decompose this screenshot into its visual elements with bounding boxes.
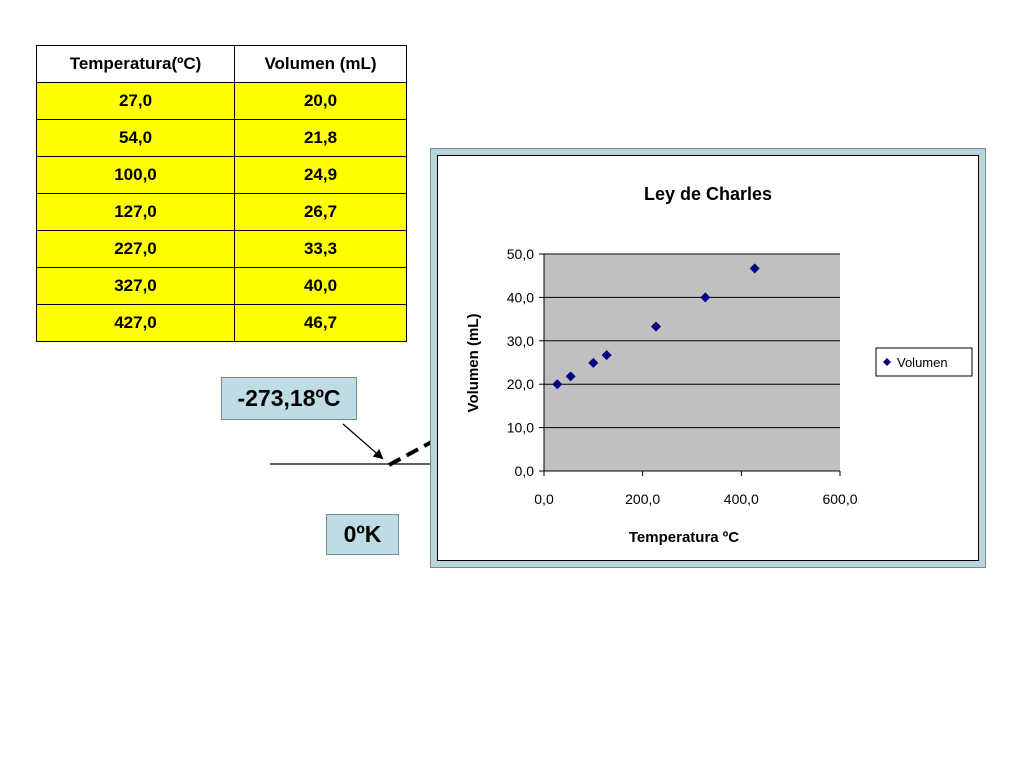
absolute-zero-kelvin-callout: 0ºK [326,514,399,555]
table-cell-volume: 24,9 [234,156,407,194]
table-cell-temperature: 327,0 [36,267,235,305]
table-header-row: Temperatura(ºC) Volumen (mL) [36,45,407,83]
table-row: 427,0 46,7 [36,304,407,342]
column-header-volume: Volumen (mL) [234,45,407,83]
y-tick-label: 0,0 [515,463,535,479]
table-row: 54,0 21,8 [36,119,407,157]
callout-arrow [342,423,384,460]
data-point [601,350,612,361]
table-cell-volume: 20,0 [234,82,407,120]
table-cell-temperature: 427,0 [36,304,235,342]
table-row: 100,0 24,9 [36,156,407,194]
y-axis-label: Volumen (mL) [465,314,482,413]
absolute-zero-celsius-label: -273,18ºC [237,385,341,411]
table-row: 327,0 40,0 [36,267,407,305]
legend-box [875,347,973,377]
data-point [650,321,661,332]
absolute-zero-kelvin-label: 0ºK [343,521,382,547]
y-tick-label: 40,0 [507,289,534,305]
data-point [588,357,599,368]
table-cell-temperature: 100,0 [36,156,235,194]
y-tick-label: 30,0 [507,333,534,349]
legend-marker-diamond-icon [883,358,891,366]
legend: Volumen [875,347,973,377]
x-tick-label: 200,0 [625,491,660,507]
table-row: 127,0 26,7 [36,193,407,231]
data-point [552,379,563,390]
y-tick-label: 10,0 [507,420,534,436]
table-row: 227,0 33,3 [36,230,407,268]
data-point [565,371,576,382]
table-cell-temperature: 54,0 [36,119,235,157]
x-tick-label: 400,0 [724,491,759,507]
data-point [700,292,711,303]
chart-frame: Ley de Charles 0,0 10,0 20,0 30,0 40,0 50,0 0,… [430,148,986,568]
table-cell-volume: 21,8 [234,119,407,157]
y-tick-label: 50,0 [507,246,534,262]
legend-label: Volumen [897,355,948,370]
table-cell-volume: 26,7 [234,193,407,231]
x-axis-label: Temperatura ºC [629,529,739,546]
data-point [749,263,760,274]
table-cell-volume: 40,0 [234,267,407,305]
table-cell-temperature: 127,0 [36,193,235,231]
table-cell-volume: 46,7 [234,304,407,342]
y-tick-label: 20,0 [507,376,534,392]
data-table: Temperatura(ºC) Volumen (mL) 27,0 20,0 5… [36,45,407,342]
table-cell-temperature: 227,0 [36,230,235,268]
x-tick-label: 0,0 [534,491,554,507]
chart-title: Ley de Charles [644,184,772,204]
absolute-zero-celsius-callout: -273,18ºC [221,377,357,420]
chart-area: Ley de Charles 0,0 10,0 20,0 30,0 40,0 50,0 0,… [437,155,979,561]
plot-background [544,254,840,471]
plot-area: 0,0 10,0 20,0 30,0 40,0 50,0 0,0 200,0 400,0 600,… [507,246,858,507]
column-header-temperature: Temperatura(ºC) [36,45,235,83]
ley-de-charles-chart: Ley de Charles 0,010,020,030,040,050,00,… [465,184,973,546]
table-cell-volume: 33,3 [234,230,407,268]
x-tick-label: 600,0 [822,491,857,507]
